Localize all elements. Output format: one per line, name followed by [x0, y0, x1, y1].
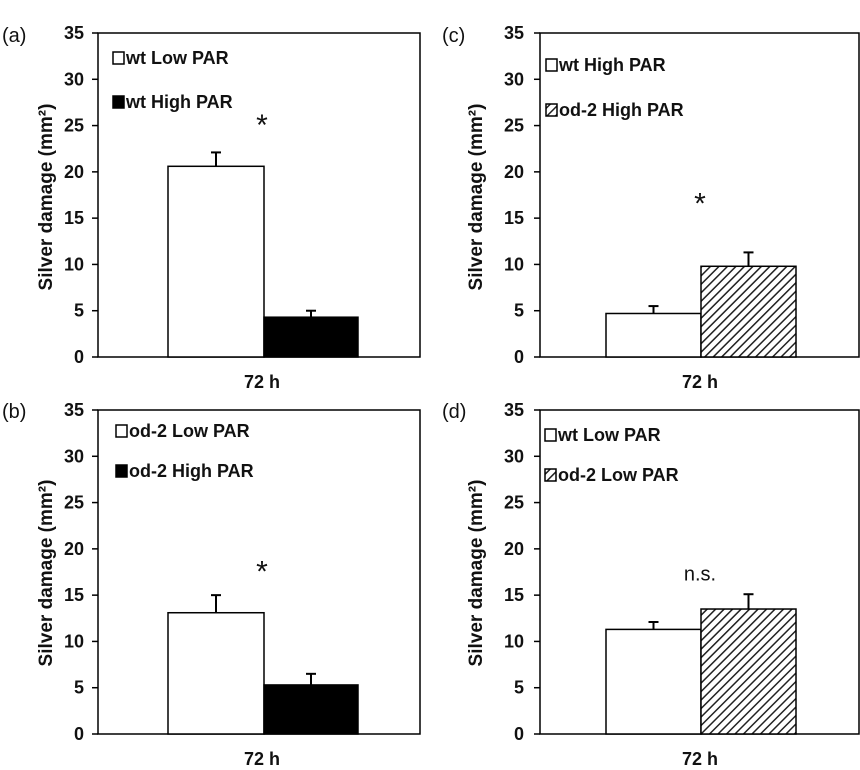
panel-d: (d) Silver damage (mm²) 0 5 10 15 20 25 30 35 w…: [442, 400, 860, 769]
bar: [700, 265, 797, 358]
plot-area: [539, 409, 860, 735]
legend-label-1: wt Low PAR: [557, 425, 661, 445]
x-axis-label: 72 h: [682, 372, 718, 392]
legend-swatch-2: [545, 103, 558, 117]
y-tick-label: 0: [514, 724, 524, 744]
y-tick-label: 30: [504, 446, 524, 466]
y-tick-label: 0: [74, 347, 84, 367]
y-tick-label: 35: [504, 400, 524, 420]
bar: [263, 684, 359, 735]
bar: [700, 608, 797, 735]
y-tick-label: 20: [504, 539, 524, 559]
y-axis-title: Silver damage (mm²): [36, 104, 57, 291]
legend-label-1: wt High PAR: [558, 55, 666, 75]
y-tick-label: 15: [504, 208, 524, 228]
legend-label-2: wt High PAR: [125, 92, 233, 112]
y-axis-ticks: 0 5 10 15 20 25 30 35: [504, 23, 540, 367]
legend-label-2: od-2 Low PAR: [558, 465, 679, 485]
y-tick-label: 10: [504, 631, 524, 651]
y-tick-label: 25: [504, 493, 524, 513]
y-tick-label: 10: [64, 254, 84, 274]
x-axis-label: 72 h: [244, 372, 280, 392]
legend-swatch-1: [544, 428, 557, 442]
bar: [263, 316, 359, 358]
y-tick-label: 25: [64, 493, 84, 513]
x-axis-label: 72 h: [244, 749, 280, 769]
legend-swatch-2: [112, 95, 125, 109]
y-tick-label: 30: [64, 446, 84, 466]
panel-letter: (c): [442, 25, 465, 47]
bar: [167, 611, 265, 735]
legend-swatch-1: [115, 424, 128, 438]
y-tick-label: 0: [74, 724, 84, 744]
panel-letter: (b): [2, 401, 26, 423]
panel-letter: (d): [442, 401, 466, 423]
legend-label-1: od-2 Low PAR: [129, 421, 250, 441]
panel-c: (c) Silver damage (mm²) 0 5 10 15 20 25 30 35 w…: [442, 23, 860, 392]
y-tick-label: 0: [514, 347, 524, 367]
y-axis-ticks: 0 5 10 15 20 25 30 35: [64, 23, 98, 367]
y-tick-label: 5: [514, 301, 524, 321]
y-tick-label: 35: [64, 23, 84, 43]
y-tick-label: 5: [74, 678, 84, 698]
legend-label-2: od-2 High PAR: [559, 100, 684, 120]
significance-annotation: n.s.: [684, 563, 716, 585]
y-tick-label: 25: [504, 116, 524, 136]
significance-annotation: *: [694, 188, 706, 221]
plot-area: [97, 409, 421, 735]
y-tick-label: 5: [74, 301, 84, 321]
bar: [605, 312, 702, 358]
y-tick-label: 10: [64, 631, 84, 651]
y-tick-label: 20: [64, 539, 84, 559]
panel-b: (b) Silver damage (mm²) 0 5 10 15 20 25 30 35 o…: [2, 400, 421, 769]
legend-swatch-1: [545, 58, 558, 72]
y-tick-label: 20: [64, 162, 84, 182]
y-axis-title: Silver damage (mm²): [466, 104, 487, 291]
y-tick-label: 30: [64, 69, 84, 89]
bar: [605, 628, 702, 735]
legend-label-1: wt Low PAR: [125, 48, 229, 68]
y-axis-title: Silver damage (mm²): [466, 480, 487, 667]
y-axis-title: Silver damage (mm²): [36, 480, 57, 667]
panel-a: (a) Silver damage (mm²) 0 5 10 15 20 25 30 35 w…: [2, 23, 421, 392]
significance-annotation: *: [256, 555, 268, 588]
bar: [167, 165, 265, 358]
legend-swatch-2: [115, 464, 128, 478]
legend-label-2: od-2 High PAR: [129, 461, 254, 481]
y-axis-ticks: 0 5 10 15 20 25 30 35: [504, 400, 540, 744]
y-tick-label: 35: [64, 400, 84, 420]
y-tick-label: 25: [64, 116, 84, 136]
legend-swatch-1: [112, 51, 125, 65]
x-axis-label: 72 h: [682, 749, 718, 769]
y-tick-label: 30: [504, 69, 524, 89]
y-tick-label: 35: [504, 23, 524, 43]
y-tick-label: 10: [504, 254, 524, 274]
y-tick-label: 15: [504, 585, 524, 605]
significance-annotation: *: [256, 109, 268, 142]
y-tick-label: 20: [504, 162, 524, 182]
y-tick-label: 15: [64, 585, 84, 605]
legend-swatch-2: [544, 468, 557, 482]
y-tick-label: 5: [514, 678, 524, 698]
y-tick-label: 15: [64, 208, 84, 228]
plot-area: [539, 32, 860, 358]
y-axis-ticks: 0 5 10 15 20 25 30 35: [64, 400, 98, 744]
plot-area: [97, 32, 421, 358]
panel-letter: (a): [2, 25, 26, 47]
